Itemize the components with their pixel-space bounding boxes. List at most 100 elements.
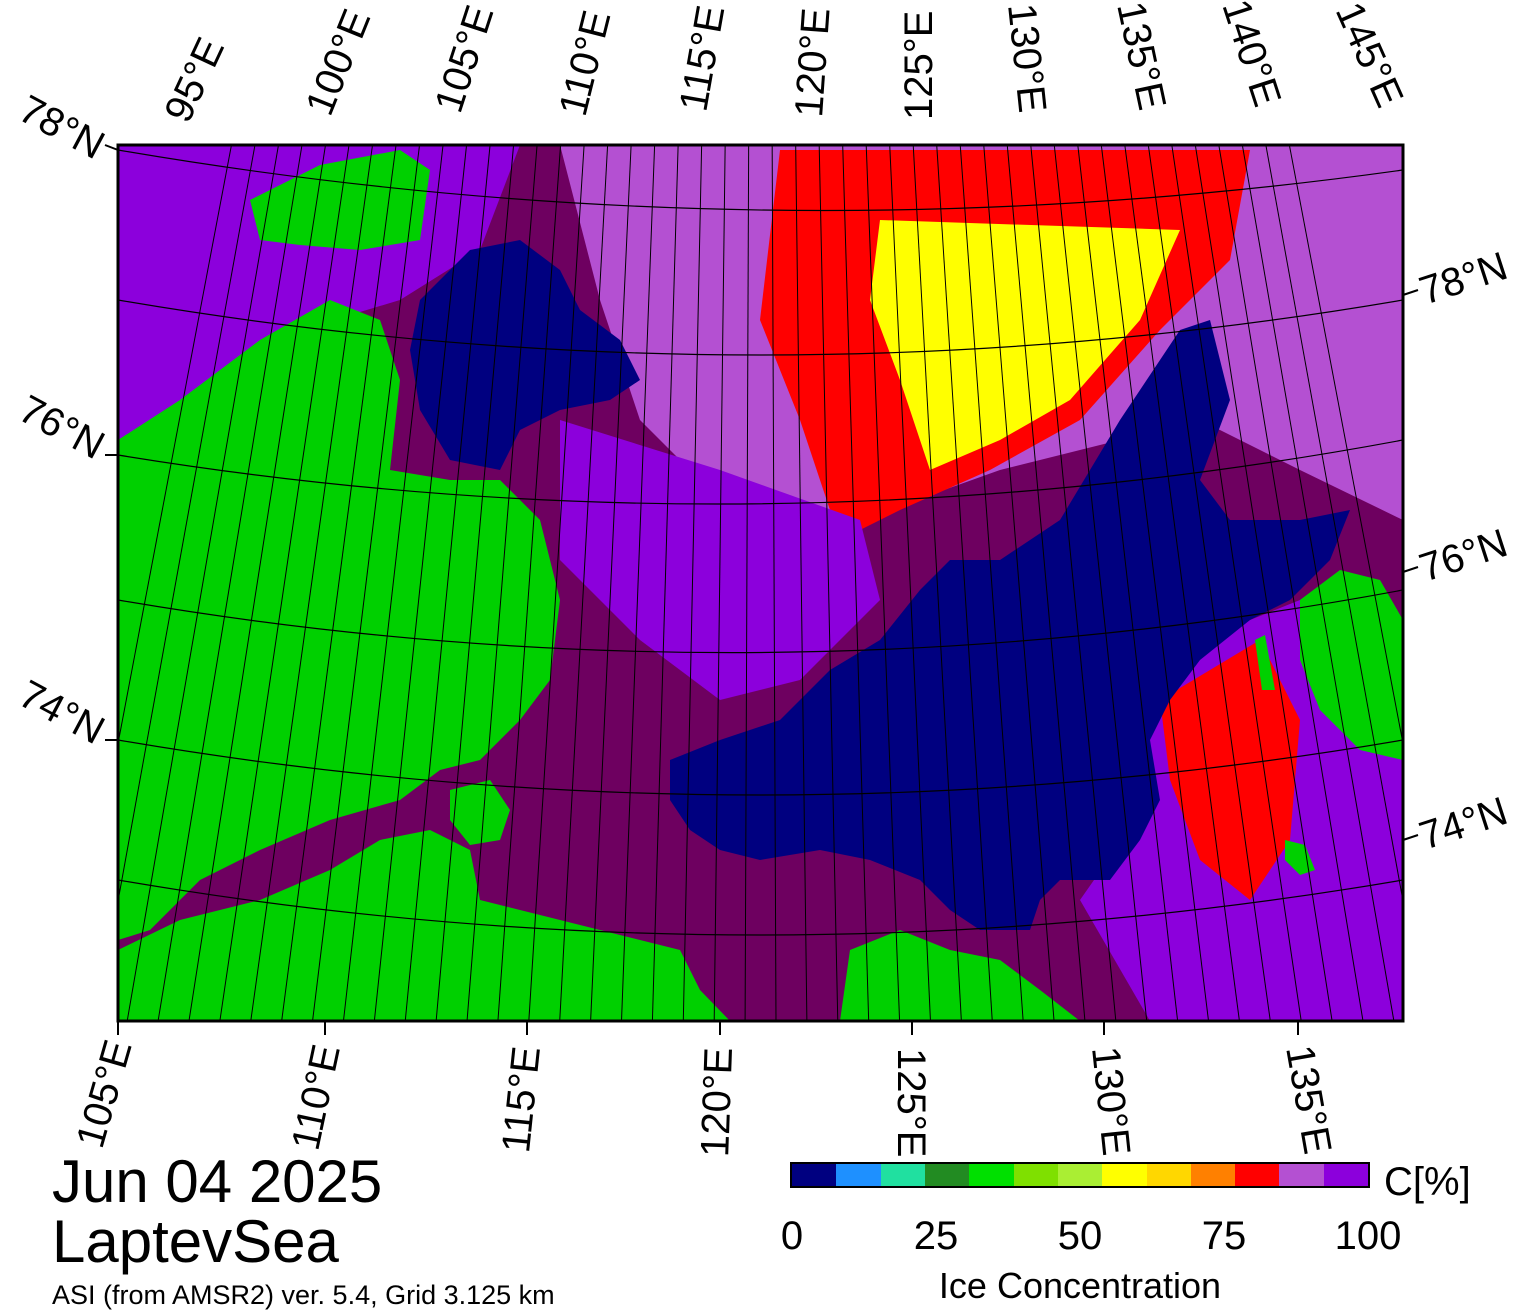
- colorbar-tick-75: 75: [1201, 1214, 1247, 1258]
- meridian-line: [795, 145, 808, 1021]
- meridian-line: [312, 145, 421, 1021]
- meridian-line: [342, 145, 444, 1021]
- lon-label-bottom-135e: 135°E: [1277, 1042, 1339, 1157]
- colorbar-tick-50: 50: [1057, 1214, 1103, 1258]
- top-longitude-labels: 95°E 100°E 105°E 110°E 115°E 120°E 125°E…: [156, 0, 1411, 129]
- lat-label-right-74n: 74°N: [1414, 789, 1513, 858]
- meridian-line: [1100, 145, 1210, 1021]
- colorbar-unit: C[%]: [1384, 1160, 1471, 1204]
- taymyr-land: [118, 300, 560, 940]
- parallel-74n: [118, 739, 1403, 796]
- parallel-76n: [118, 439, 1403, 505]
- lat-label-left-78n: 78°N: [12, 87, 112, 168]
- lat-label-left-76n: 76°N: [12, 387, 112, 468]
- meridian-line: [528, 145, 585, 1021]
- colorbar-segment-3: [924, 1164, 970, 1186]
- meridian-line: [682, 145, 703, 1021]
- meridian-line: [1288, 145, 1403, 747]
- meridian-line: [959, 145, 1024, 1021]
- lon-label-top-140e: 140°E: [1213, 0, 1289, 112]
- colorbar-segment-0: [792, 1164, 837, 1186]
- meridian-line: [373, 145, 468, 1021]
- lon-label-top-95e: 95°E: [156, 31, 233, 129]
- southern-coast-land: [118, 830, 730, 1021]
- colorbar-segment-1: [836, 1164, 881, 1186]
- lat-label-left-74n: 74°N: [12, 672, 112, 753]
- colorbar-segment-9: [1190, 1164, 1236, 1186]
- meridian-line: [1006, 145, 1086, 1021]
- colorbar-segment-2: [880, 1164, 925, 1186]
- meridian-line: [621, 145, 656, 1021]
- east-island-2-land: [1255, 635, 1275, 690]
- meridian-line: [771, 145, 777, 1021]
- colorbar-segment-8: [1146, 1164, 1191, 1186]
- colorbar-tick-25: 25: [913, 1214, 959, 1258]
- map-date: Jun 04 2025: [52, 1148, 383, 1215]
- colorbar-segment-4: [969, 1164, 1014, 1186]
- colorbar-tick-100: 100: [1334, 1214, 1402, 1258]
- meridian-line: [118, 145, 232, 747]
- west-open-water: [410, 240, 640, 470]
- meridian-line: [188, 145, 327, 1021]
- lon-label-top-130e: 130°E: [999, 1, 1054, 114]
- lon-label-bottom-105e: 105°E: [68, 1035, 140, 1152]
- meridian-line: [126, 145, 279, 1021]
- map-frame: [116, 143, 1405, 1023]
- lat-label-right-76n: 76°N: [1414, 521, 1513, 590]
- lon-label-top-125e: 125°E: [897, 11, 941, 120]
- meridian-line: [983, 145, 1055, 1021]
- meridian-line: [912, 145, 962, 1021]
- meridian-line: [497, 145, 562, 1021]
- meridian-line: [651, 145, 679, 1021]
- lon-label-bottom-130e: 130°E: [1083, 1044, 1138, 1157]
- meridian-line: [404, 145, 491, 1021]
- colorbar-segment-7: [1102, 1164, 1147, 1186]
- meridian-line: [1077, 145, 1179, 1021]
- ice-concentration-colorbar: [790, 1162, 1370, 1188]
- lon-label-bottom-120e: 120°E: [693, 1047, 741, 1158]
- meridian-line: [250, 145, 374, 1021]
- lat-label-right-78n: 78°N: [1414, 244, 1513, 313]
- parallel-78n: [118, 149, 1403, 212]
- ice-85-zone-east: [1160, 640, 1300, 900]
- meridian-line: [936, 145, 993, 1021]
- colorbar-segment-5: [1013, 1164, 1058, 1186]
- meridian-line: [818, 145, 839, 1021]
- region-name: LaptevSea: [52, 1208, 339, 1275]
- lon-label-top-145e: 145°E: [1327, 0, 1412, 114]
- meridian-line: [157, 145, 303, 1021]
- meridian-line: [1241, 145, 1395, 1021]
- main-open-water: [670, 320, 1350, 930]
- lon-label-top-100e: 100°E: [298, 3, 380, 121]
- meridian-line: [1147, 145, 1271, 1021]
- meridian-line: [842, 145, 870, 1021]
- product-subtitle: ASI (from AMSR2) ver. 5.4, Grid 3.125 km: [52, 1280, 555, 1310]
- meridian-line: [744, 145, 750, 1021]
- colorbar-segment-11: [1279, 1164, 1324, 1186]
- lon-label-top-115e: 115°E: [672, 2, 734, 114]
- lena-delta-land: [840, 930, 1080, 1021]
- frame-ticks: [104, 144, 1419, 1035]
- meridian-line: [1124, 145, 1240, 1021]
- parallel-77n: [118, 299, 1403, 356]
- colorbar-segment-12: [1323, 1164, 1369, 1186]
- lon-label-bottom-110e: 110°E: [284, 1041, 349, 1154]
- graticule: [118, 149, 1403, 936]
- colorbar-segment-6: [1057, 1164, 1103, 1186]
- meridian-line: [281, 145, 397, 1021]
- lon-label-top-120e: 120°E: [787, 6, 839, 118]
- meridian-line: [1053, 145, 1148, 1021]
- severnaya-zemlya-land: [250, 150, 430, 250]
- meridian-line: [865, 145, 901, 1021]
- meridian-line: [590, 145, 632, 1021]
- colorbar-label: Ice Concentration: [938, 1265, 1222, 1306]
- small-island-land: [450, 780, 510, 845]
- colorbar-segment-10: [1235, 1164, 1280, 1186]
- lon-label-bottom-115e: 115°E: [494, 1044, 549, 1154]
- meridian-line: [889, 145, 931, 1021]
- meridian-line: [1171, 145, 1302, 1021]
- meridian-line: [219, 145, 350, 1021]
- meridian-line: [1218, 145, 1364, 1021]
- lon-label-top-105e: 105°E: [427, 0, 503, 118]
